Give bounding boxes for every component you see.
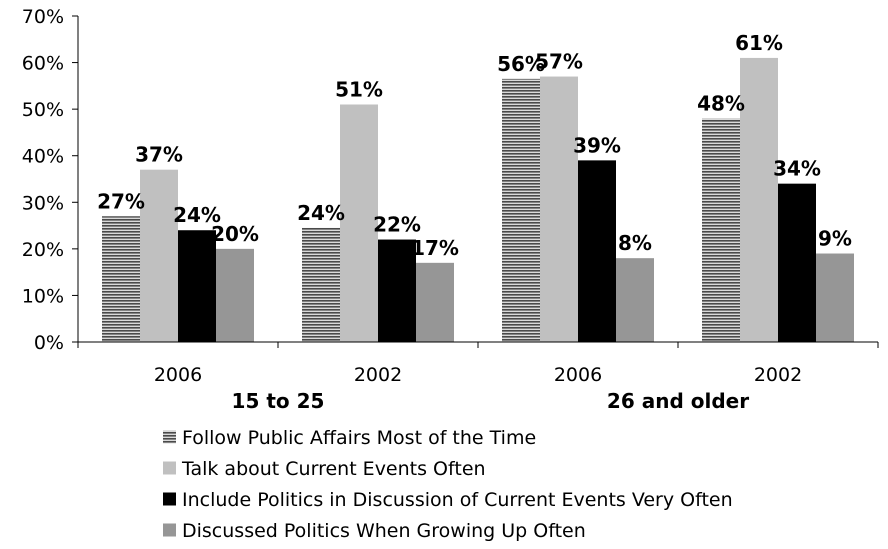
legend-swatch <box>163 492 176 506</box>
x-category-label: 2002 <box>754 364 802 386</box>
bar <box>416 262 454 342</box>
legend: Follow Public Affairs Most of the Time Ta… <box>163 427 733 542</box>
data-label: 24% <box>173 203 221 227</box>
bar <box>540 76 578 343</box>
x-group-label: 26 and older <box>607 389 749 413</box>
data-label: 51% <box>335 77 383 101</box>
y-tick-label: 40% <box>22 146 64 168</box>
bar <box>178 230 216 342</box>
data-label: 61% <box>735 31 783 55</box>
y-tick-label: 0% <box>34 332 64 354</box>
bar <box>378 239 416 342</box>
data-label: 8% <box>618 231 652 255</box>
x-category-label: 2002 <box>354 364 402 386</box>
data-label: 37% <box>135 143 183 167</box>
bar <box>216 248 254 342</box>
bar <box>778 183 816 342</box>
bar <box>502 78 540 342</box>
data-label: 39% <box>573 133 621 157</box>
y-tick-label: 10% <box>22 285 64 307</box>
legend-swatch <box>163 461 176 475</box>
bar <box>816 253 854 342</box>
axes: 0% 10% 20% 30% 40% 50% 60% 70% <box>22 6 79 354</box>
bar <box>340 104 378 342</box>
data-labels: 27% 24% 56% 48% 37% 51% 57% 61% 24% 22% 39% 34% 20% 1… <box>97 31 852 260</box>
bar <box>616 258 654 342</box>
y-tick-label: 60% <box>22 53 64 75</box>
legend-entry: Discussed Politics When Growing Up Often <box>182 520 586 542</box>
bar <box>102 216 140 342</box>
data-label: 27% <box>97 189 145 213</box>
legend-entry: Talk about Current Events Often <box>181 458 486 480</box>
legend-entry: Include Politics in Discussion of Curren… <box>182 489 733 511</box>
legend-entry: Follow Public Affairs Most of the Time <box>182 427 536 449</box>
y-tick-label: 50% <box>22 99 64 121</box>
y-tick-label: 70% <box>22 6 64 28</box>
y-tick-label: 30% <box>22 192 64 214</box>
x-category-label: 2006 <box>154 364 202 386</box>
data-label: 9% <box>818 227 852 251</box>
data-label: 20% <box>211 222 259 246</box>
legend-swatch <box>163 430 176 444</box>
data-label: 22% <box>373 213 421 237</box>
legend-swatch <box>163 523 176 537</box>
bar <box>702 118 740 342</box>
bars <box>102 57 854 343</box>
x-axis: 2006 2002 2006 2002 15 to 25 26 and older <box>77 341 879 413</box>
bar <box>302 227 340 342</box>
data-label: 17% <box>411 236 459 260</box>
data-label: 57% <box>535 50 583 74</box>
data-label: 34% <box>773 157 821 181</box>
y-tick-label: 20% <box>22 239 64 261</box>
bar <box>140 169 178 342</box>
data-label: 24% <box>297 201 345 225</box>
x-group-label: 15 to 25 <box>232 389 325 413</box>
data-label: 56% <box>497 52 545 76</box>
bar <box>578 160 616 342</box>
x-category-label: 2006 <box>554 364 602 386</box>
bar <box>740 57 778 343</box>
data-label: 48% <box>697 91 745 115</box>
